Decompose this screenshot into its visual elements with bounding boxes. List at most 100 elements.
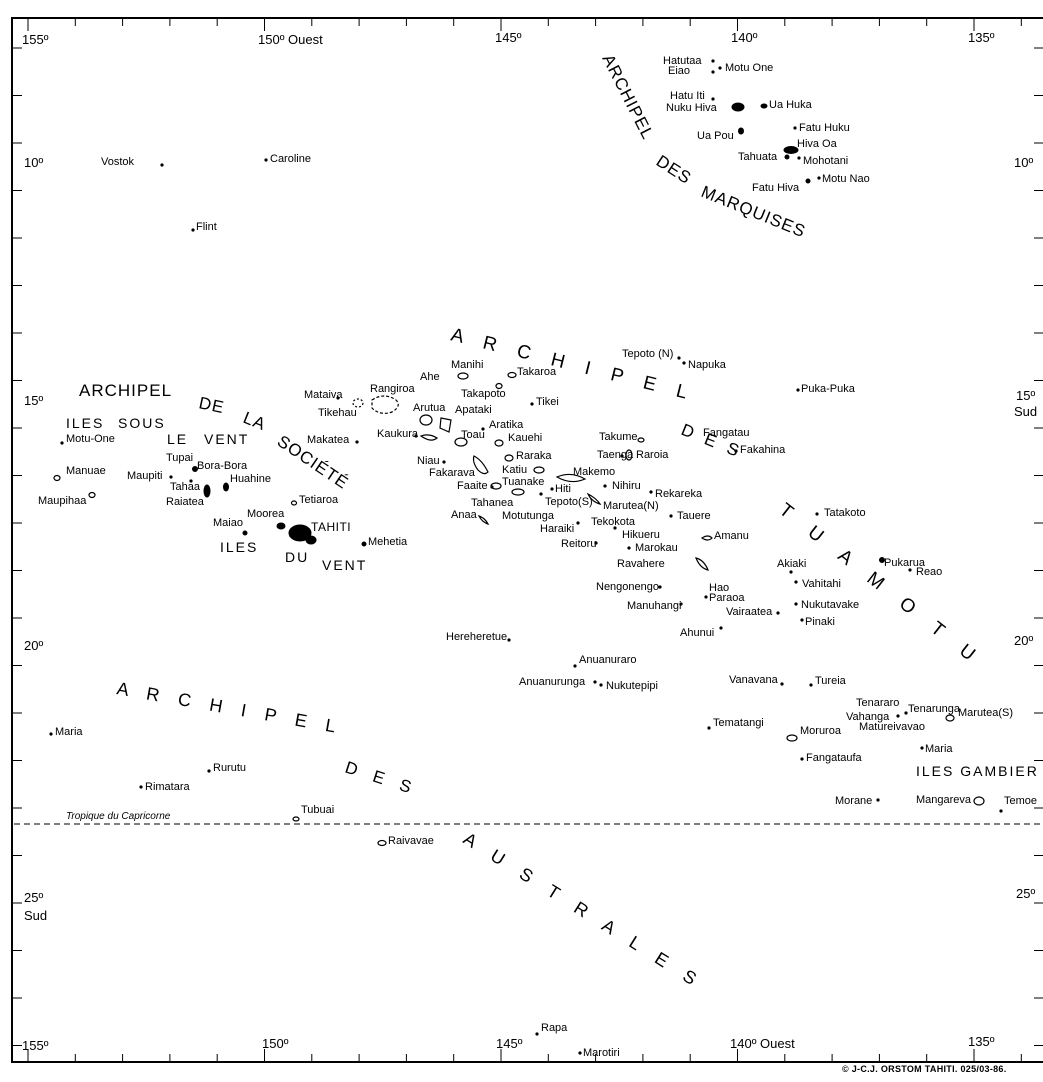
island-dot-rapa (535, 1032, 539, 1036)
atoll-shape-moruroa (786, 734, 798, 742)
atoll-shape-katiu (533, 466, 545, 474)
island-label-tahuata: Tahuata (738, 151, 778, 163)
island-label-morane: Morane (835, 795, 872, 807)
island-shape-hiva-oa (783, 146, 799, 154)
archipel-des-marquises-label: ARCHIPEL DES MARQUISES (598, 51, 808, 241)
island-label-maupiti: Maupiti (127, 470, 162, 482)
island-label-ahunui: Ahunui (680, 627, 714, 639)
island-dot-rekareka (649, 490, 653, 494)
iles-gambier-label: ILES GAMBIER (916, 763, 1039, 779)
island-dot-nukutepipi (599, 683, 603, 687)
island-label-apataki: Apataki (455, 404, 492, 416)
lon-label-top: 140º (731, 30, 758, 45)
atoll-shapes (53, 371, 985, 847)
atoll-shape-manihi (457, 372, 469, 380)
island-dot-vanavana (780, 682, 784, 686)
island-label-tikei: Tikei (536, 396, 559, 408)
atoll-shape-tikehau (352, 398, 364, 408)
island-label-rurutu: Rurutu (213, 762, 246, 774)
island-label-pinaki: Pinaki (805, 616, 835, 628)
island-label-takume: Takume (599, 431, 638, 443)
lat-label-right: 20º (1014, 633, 1033, 648)
left-latitude-labels: 10º 15º 20º 25º Sud (24, 155, 47, 923)
right-latitude-labels: 10º 15º Sud 20º 25º (1014, 155, 1037, 901)
island-label-manuae: Manuae (66, 465, 106, 477)
island-label-flint: Flint (196, 221, 217, 233)
island-label-raroia: Raroia (636, 449, 669, 461)
archipelago-word: D E S (343, 758, 420, 799)
lat-label-left: 10º (24, 155, 43, 170)
iles-sous-le-vent-label: ILES SOUS LE VENT (66, 415, 247, 447)
island-dot-maupiti (169, 475, 173, 479)
island-label-fakahina: Fakahina (740, 444, 786, 456)
island-label-raraka: Raraka (516, 450, 552, 462)
island-dot-niau (442, 460, 446, 464)
island-dot-nengonengo (658, 585, 662, 589)
bottom-longitude-labels: 155º 150º 145º 140º Ouest 135º (22, 1034, 995, 1053)
island-label-vanavana: Vanavana (729, 674, 779, 686)
island-shape-raiatea (203, 484, 211, 498)
island-label-hikueru: Hikueru (622, 529, 660, 541)
island-label-niau: Niau (417, 455, 440, 467)
island-dot-caroline (264, 158, 268, 162)
lon-label-bottom: 155º (22, 1038, 49, 1053)
island-label-motu-one: Motu-One (66, 433, 115, 445)
atoll-shape-arutua (419, 414, 433, 426)
lon-label-top: 150º Ouest (258, 32, 323, 47)
island-dot-flint (191, 228, 195, 232)
atoll-shape-mangareva (973, 796, 985, 806)
island-label-tekokota: Tekokota (591, 516, 636, 528)
island-dot-faaite (490, 485, 494, 489)
island-label-takaroa: Takaroa (517, 366, 557, 378)
island-dot-temoe (999, 809, 1003, 813)
island-shape-nuku-hiva (731, 102, 745, 112)
island-label-toau: Toau (461, 429, 485, 441)
atoll-shape-raroia (625, 449, 633, 461)
island-dot-taenga (620, 454, 624, 458)
lon-label-bottom: 150º (262, 1036, 289, 1051)
island-dot-hereheretue (507, 638, 511, 642)
island-label-moruroa: Moruroa (800, 725, 842, 737)
island-dot-reao (908, 568, 912, 572)
island-label-anuanuraro: Anuanuraro (579, 654, 637, 666)
atoll-shape-makemo (555, 473, 587, 483)
lat-label-right: Sud (1014, 404, 1037, 419)
island-label-moorea: Moorea (247, 508, 285, 520)
island-label-hereheretue: Hereheretue (446, 631, 507, 643)
island-label-maria: Maria (925, 743, 953, 755)
lat-label-left: Sud (24, 908, 47, 923)
island-dot-tatakoto (815, 512, 819, 516)
atoll-shape-takume (637, 437, 645, 443)
island-dot-fakahina (734, 449, 738, 453)
region-word: LE (167, 431, 188, 447)
island-label-nengonengo: Nengonengo (596, 581, 659, 593)
island-label-tepoto-s: Tepoto(S) (545, 496, 593, 508)
island-label-rangiroa: Rangiroa (370, 383, 416, 395)
island-label-hatutaa: Hatutaa (663, 55, 702, 67)
lon-label-top: 145º (495, 30, 522, 45)
lon-label-top: 155º (22, 32, 49, 47)
island-label-reao: Reao (916, 566, 942, 578)
island-label-arutua: Arutua (413, 402, 446, 414)
island-dot-manuhangi (679, 602, 683, 606)
island-label-eiao: Eiao (668, 65, 690, 77)
atoll-shape-toau (454, 437, 468, 447)
island-label-anuanurunga: Anuanurunga (519, 676, 586, 688)
island-label-maiao: Maiao (213, 517, 243, 529)
atoll-shape-kaukura (419, 434, 439, 441)
island-dot-tauere (669, 514, 673, 518)
island-shape-pukarua (879, 557, 885, 563)
island-label-tepoto-n: Tepoto (N) (622, 348, 673, 360)
archipelago-word: A R C H I P E L (115, 678, 344, 737)
atoll-shape-anaa (477, 514, 490, 526)
island-label-motu-one: Motu One (725, 62, 773, 74)
island-label-motu-nao: Motu Nao (822, 173, 870, 185)
island-label-hiva-oa: Hiva Oa (797, 138, 838, 150)
island-label-tematangi: Tematangi (713, 717, 764, 729)
island-dot-ua-huka (762, 104, 766, 108)
island-label-ua-pou: Ua Pou (697, 130, 734, 142)
region-word: VENT (322, 557, 367, 573)
island-dot-tepoto-n (677, 356, 681, 360)
island-label-akiaki: Akiaki (777, 558, 806, 570)
island-label-vostok: Vostok (101, 156, 135, 168)
